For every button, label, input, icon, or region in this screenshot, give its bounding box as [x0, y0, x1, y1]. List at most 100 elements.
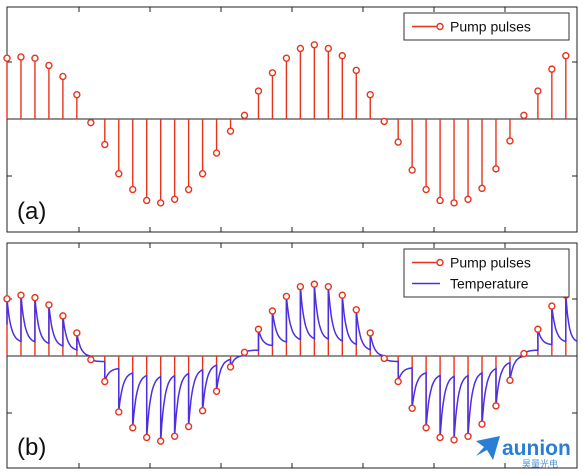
pulse-marker	[282, 54, 291, 62]
panel-a-ticks	[7, 7, 577, 232]
pulse-marker	[310, 41, 319, 49]
pulse-marker	[129, 185, 137, 194]
panel-b: Pump pulses Temperature (b)	[3, 242, 578, 469]
pulse-marker	[338, 52, 346, 60]
logo-mark-icon	[476, 436, 500, 460]
pulse-marker	[380, 354, 388, 363]
pulse-marker	[87, 118, 95, 127]
pulse-marker	[170, 432, 179, 440]
pulse-marker	[296, 282, 305, 291]
pulse-marker	[184, 422, 193, 431]
pulse-marker	[184, 185, 193, 194]
pulse-marker	[380, 117, 388, 126]
pulse-marker	[478, 420, 486, 428]
pulse-marker	[534, 87, 542, 95]
pulse-marker	[422, 424, 430, 432]
pulse-marker	[408, 404, 416, 412]
pulse-marker	[101, 140, 109, 149]
pulse-marker	[324, 282, 333, 291]
pulse-marker	[212, 149, 221, 157]
legend-entry-temperature: Temperature	[450, 276, 529, 292]
pulse-marker	[492, 165, 500, 173]
pulse-marker	[268, 307, 277, 315]
panel-b-ticks	[7, 243, 577, 468]
pulse-marker	[59, 312, 67, 320]
pulse-marker	[156, 437, 165, 445]
pulse-marker	[366, 90, 374, 99]
pulse-marker	[115, 170, 123, 178]
pulse-marker	[352, 306, 360, 314]
panel-a-stems	[3, 41, 570, 207]
pulse-marker	[296, 44, 305, 53]
pulse-marker	[240, 348, 249, 357]
pulse-marker	[129, 424, 137, 432]
pulse-marker	[282, 292, 291, 301]
pulse-marker	[520, 111, 528, 120]
logo-name: aunion	[502, 437, 571, 460]
pulse-marker	[562, 52, 570, 60]
panel-a: Pump pulses (a)	[3, 6, 578, 233]
pulse-marker	[422, 185, 430, 194]
pulse-marker	[212, 387, 221, 395]
pulse-marker	[436, 433, 444, 442]
pulse-marker	[3, 54, 11, 62]
pulse-marker	[254, 325, 263, 333]
pulse-marker	[156, 199, 165, 207]
pulse-marker	[87, 355, 95, 364]
panel-a-label: (a)	[17, 198, 46, 225]
legend-pulse-marker	[436, 22, 444, 31]
pulse-marker	[534, 325, 542, 333]
pulse-marker	[143, 196, 151, 205]
pulse-marker	[366, 329, 374, 337]
pulse-marker	[73, 329, 81, 337]
pulse-marker	[520, 349, 528, 358]
pulse-marker	[548, 302, 556, 310]
pulse-marker	[436, 196, 444, 205]
legend-box	[403, 248, 570, 298]
pulse-marker	[506, 376, 514, 385]
pulse-marker	[198, 170, 207, 178]
logo-subtitle: 昊量光电	[522, 458, 558, 469]
pulse-marker	[408, 166, 416, 174]
pulse-marker	[478, 184, 486, 193]
pulse-marker	[548, 65, 556, 73]
pulse-marker	[45, 301, 53, 309]
panel-b-label: (b)	[17, 434, 46, 461]
pulse-marker	[352, 66, 360, 75]
panel-a-legend: Pump pulses	[403, 12, 570, 41]
pulse-marker	[31, 293, 39, 302]
pulse-marker	[506, 137, 514, 145]
pulse-marker	[226, 363, 235, 371]
pulse-marker	[73, 90, 81, 99]
pulse-marker	[115, 408, 123, 416]
pulse-marker	[170, 195, 179, 203]
panel-b-legend: Pump pulses Temperature	[403, 248, 570, 298]
pulse-marker	[492, 402, 500, 410]
pulse-marker	[268, 69, 277, 77]
pulse-marker	[17, 291, 25, 299]
aunion-logo: aunion 昊量光电	[476, 436, 571, 469]
pulse-marker	[101, 377, 109, 386]
pulse-marker	[198, 407, 207, 415]
pulse-marker	[3, 295, 11, 303]
pulse-marker	[45, 61, 53, 70]
pulse-marker	[338, 291, 346, 299]
pulse-marker	[240, 111, 249, 120]
pulse-marker	[226, 127, 235, 135]
pulse-marker	[143, 433, 151, 442]
pulse-marker	[310, 280, 319, 288]
pulse-marker	[464, 195, 472, 203]
pulse-marker	[450, 199, 458, 207]
pulse-marker	[394, 138, 402, 146]
pulse-marker	[394, 377, 402, 386]
pulse-marker	[31, 54, 39, 62]
pulse-marker	[450, 436, 458, 444]
pulse-marker	[464, 432, 472, 440]
pulse-marker	[254, 87, 263, 95]
pulse-marker	[324, 44, 333, 53]
pulse-marker	[59, 72, 67, 81]
temperature-line	[6, 284, 578, 442]
legend-pulse-marker	[436, 258, 444, 267]
legend-entry-pump-pulses: Pump pulses	[450, 19, 531, 35]
